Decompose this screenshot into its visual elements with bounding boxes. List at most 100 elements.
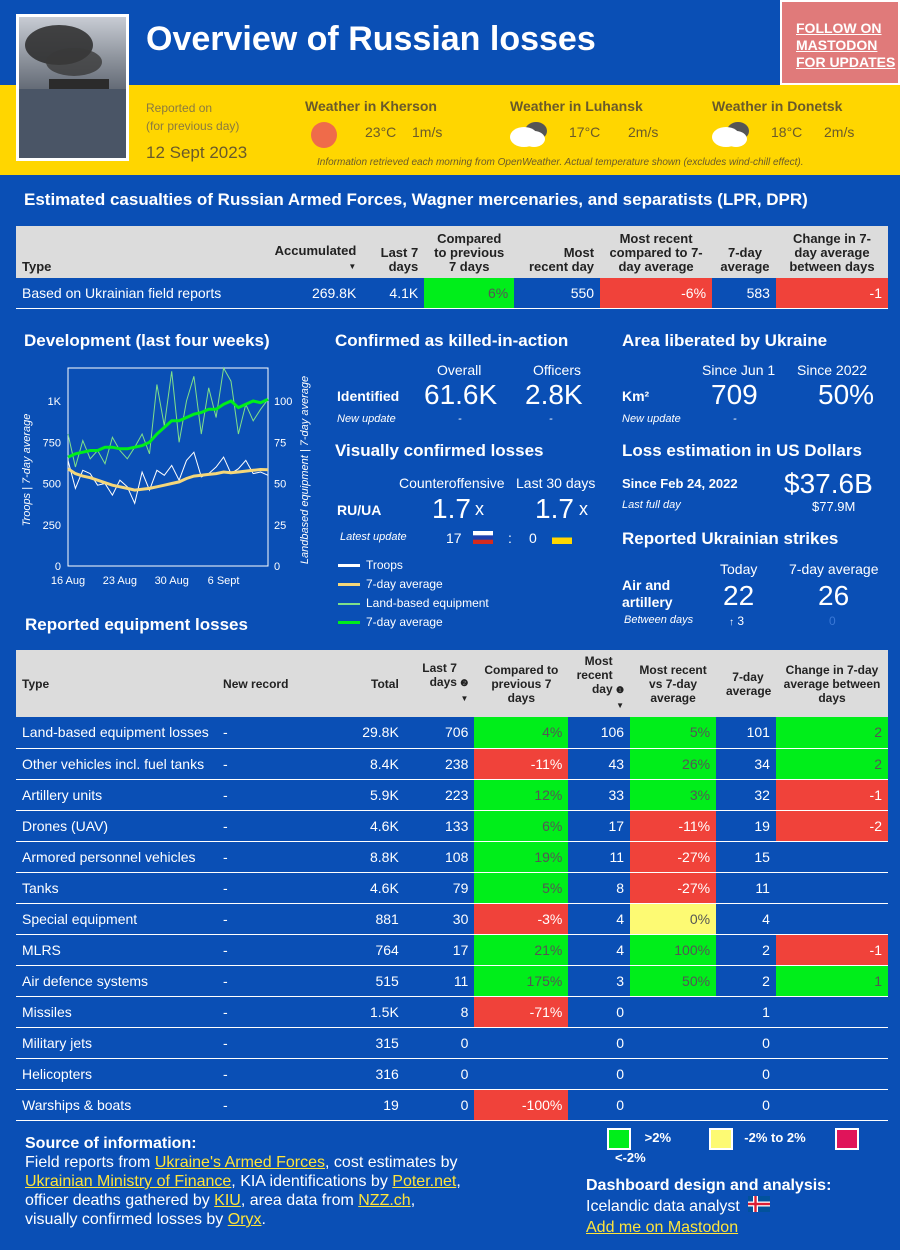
cell-type: Drones (UAV) (16, 810, 218, 842)
link-nzz[interactable]: NZZ.ch (358, 1192, 411, 1209)
cell-type: Special equipment (16, 903, 218, 935)
russia-flag-icon (473, 531, 493, 549)
link-poter-net[interactable]: Poter.net (392, 1173, 457, 1190)
col-last7[interactable]: Last 7 days (380, 245, 419, 274)
visual-val2: 1.7 (535, 493, 574, 524)
cell-new-record: - (217, 810, 336, 842)
col-most-recent[interactable]: Most recent day ❶ ▼ (576, 654, 625, 710)
cell-new-record: - (217, 1089, 336, 1121)
col-new-record[interactable]: New record (223, 676, 289, 691)
col-recent-vs-avg[interactable]: Most recent compared to 7-day average (609, 231, 703, 274)
cell-recent-vs-avg: 0% (630, 903, 717, 935)
table-row: Tanks -4.6K 79 5% 8 -27% 11 (16, 872, 888, 904)
cell-compared: 12% (474, 779, 569, 811)
cell-change: -1 (775, 934, 888, 966)
cell-last7: 133 (404, 810, 475, 842)
cell-type: Armored personnel vehicles (16, 841, 218, 873)
chart-frame (67, 367, 269, 567)
page-title: Overview of Russian losses (146, 20, 596, 58)
visual-separator: : (508, 530, 512, 546)
col-type[interactable]: Type (22, 676, 50, 691)
cell-change (775, 1089, 888, 1121)
cell-compared: 4% (474, 717, 569, 749)
cell-type: Military jets (16, 1027, 218, 1059)
kia-officers-value: 2.8K (525, 379, 583, 410)
cost-total: $37.6B (784, 468, 873, 499)
link-oryx[interactable]: Oryx (227, 1211, 262, 1228)
visual-col1: Counteroffensive (399, 475, 505, 491)
y-right-tick: 25 (274, 520, 286, 532)
cell-change: -1 (775, 278, 888, 308)
x-tick: 23 Aug (103, 575, 137, 587)
col-recent-vs-avg[interactable]: Most recent vs 7-day average (639, 662, 707, 705)
mastodon-link[interactable]: Add me on Mastodon (586, 1219, 739, 1236)
cell-total: 881 (335, 903, 405, 935)
col-last7[interactable]: Last 7 days ❷ ▼ (422, 661, 469, 703)
cost-since: Since Feb 24, 2022 (622, 476, 738, 491)
cell-total: 315 (335, 1027, 405, 1059)
follow-mastodon-text[interactable]: FOLLOW ON MASTODON FOR UPDATES (796, 20, 896, 70)
cell-change (775, 1058, 888, 1090)
cloud-icon (708, 119, 752, 154)
cell-7day-avg: 0 (716, 1058, 776, 1090)
weather-kherson-title: Weather in Kherson (305, 98, 437, 114)
area-val1: 709 (711, 379, 758, 410)
cell-total: 1.5K (335, 996, 405, 1028)
link-ministry-finance[interactable]: Ukrainian Ministry of Finance (25, 1173, 232, 1190)
cell-compared: -71% (474, 996, 569, 1028)
cell-recent-vs-avg: 26% (630, 748, 717, 780)
cell-total: 19 (335, 1089, 405, 1121)
cell-change (775, 903, 888, 935)
col-total[interactable]: Total (371, 676, 399, 691)
table-row: Artillery units -5.9K 223 12% 33 3% 32 -1 (16, 779, 888, 811)
follow-mastodon-link[interactable]: FOLLOW ON MASTODON FOR UPDATES (780, 0, 900, 85)
cell-most-recent: 33 (568, 779, 631, 811)
design-credit: Dashboard design and analysis: Icelandic… (586, 1176, 831, 1238)
for-previous-day-text: (for previous day) (146, 119, 240, 133)
cell-new-record: - (217, 965, 336, 997)
col-accumulated[interactable]: Accumulated ▼ (274, 243, 357, 272)
area-col1: Since Jun 1 (702, 362, 776, 378)
cell-compared: 175% (474, 965, 569, 997)
y-right-tick: 75 (274, 437, 286, 449)
cell-type: Helicopters (16, 1058, 218, 1090)
col-change[interactable]: Change in 7-day average between days (783, 662, 881, 705)
cell-last7: 4.1K (389, 284, 419, 301)
cell-type: Other vehicles incl. fuel tanks (16, 748, 218, 780)
equipment-table: Type New record Total Last 7 days ❷ ▼ Com… (16, 650, 888, 1121)
cell-last7: 706 (404, 717, 475, 749)
cell-compared (474, 1058, 569, 1090)
visual-ru-count: 17 (446, 530, 462, 546)
col-change[interactable]: Change in 7-day average between days (789, 231, 875, 274)
table-row: Land-based equipment losses -29.8K 706 4% 10… (16, 717, 888, 749)
col-most-recent[interactable]: Most recent day (529, 245, 595, 274)
col-7day-avg[interactable]: 7-day average (725, 669, 772, 698)
cell-change: -2 (775, 810, 888, 842)
link-kiu[interactable]: KIU (214, 1192, 241, 1209)
table-row: Drones (UAV) -4.6K 133 6% 17 -11% 19 -2 (16, 810, 888, 842)
casualties-table: Type Accumulated ▼ Last 7 days Compared t… (16, 226, 888, 309)
cell-new-record: - (217, 903, 336, 935)
y-left-tick: 250 (43, 520, 61, 532)
link-ukraine-armed-forces[interactable]: Ukraine's Armed Forces (154, 1154, 326, 1171)
strikes-title: Reported Ukrainian strikes (622, 529, 839, 548)
table-row: Missiles -1.5K 8 -71% 0 1 (16, 996, 888, 1028)
cell-accumulated: 269.8K (311, 284, 357, 301)
cell-most-recent: 0 (568, 996, 631, 1028)
cell-7day-avg: 19 (716, 810, 776, 842)
weather-kherson-temp: 23°C (365, 124, 397, 140)
col-compared[interactable]: Compared to previous 7 days (434, 231, 505, 274)
equipment-title: Reported equipment losses (25, 615, 248, 634)
y-right-tick: 0 (274, 561, 280, 573)
col-7day-avg[interactable]: 7-day average (720, 245, 770, 274)
col-type[interactable]: Type (22, 259, 52, 274)
cell-compared: 6% (424, 278, 515, 308)
development-chart: 0 250 500 750 1K 0 25 50 75 100 16 Aug 23 Aug 30 A… (21, 366, 311, 587)
cell-7day-avg: 15 (716, 841, 776, 873)
series-line-3 (67, 397, 269, 459)
col-compared[interactable]: Compared to previous 7 days (484, 662, 559, 705)
cell-recent-vs-avg: 50% (630, 965, 717, 997)
cell-last7: 11 (404, 965, 475, 997)
cell-7day-avg: 4 (716, 903, 776, 935)
cell-change: 1 (775, 965, 888, 997)
